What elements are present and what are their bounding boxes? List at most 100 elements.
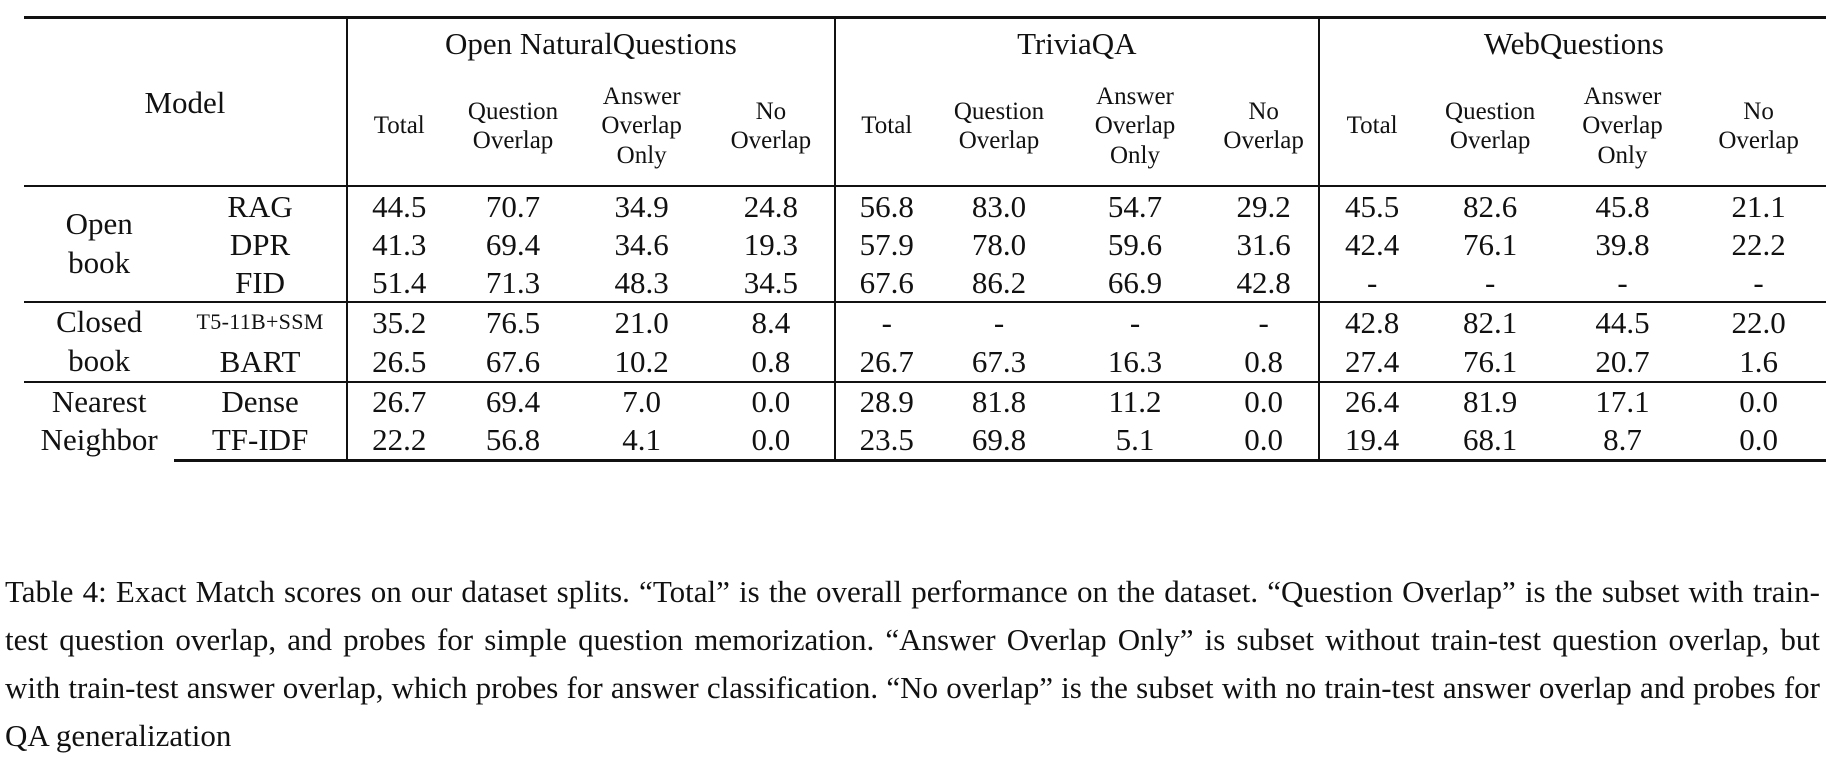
score-cell: 70.7 xyxy=(450,185,576,225)
score-cell: 26.7 xyxy=(833,341,938,382)
dataset-header-triviaqa: TriviaQA xyxy=(833,16,1319,67)
score-cell: 5.1 xyxy=(1060,420,1210,462)
subheader-line: Question xyxy=(1445,97,1536,125)
score-cell: 42.4 xyxy=(1317,225,1425,263)
subheader-line: Question xyxy=(953,97,1045,125)
subheader-line: Overlap xyxy=(730,127,812,154)
subheader-line: Only xyxy=(1110,141,1160,169)
subheader-no-overlap: No Overlap xyxy=(1689,67,1826,186)
score-cell: 19.3 xyxy=(743,226,798,262)
score-cell: 82.6 xyxy=(1424,185,1556,225)
score-cell: - xyxy=(1060,301,1210,342)
score-cell: 68.1 xyxy=(1424,420,1556,462)
score-cell: 41.3 xyxy=(345,225,451,263)
dataset-header-webquestions: WebQuestions xyxy=(1317,16,1826,67)
score-cell: 78.0 xyxy=(971,226,1027,262)
dataset-header-nq: Open NaturalQuestions xyxy=(345,16,835,67)
score-cell: 0.0 xyxy=(707,420,835,462)
category-label: Neighbor xyxy=(40,422,158,458)
score-cell: 54.7 xyxy=(1060,185,1210,225)
score-cell: 82.1 xyxy=(1424,301,1556,342)
score-cell: 51.4 xyxy=(345,263,451,302)
score-cell: 17.1 xyxy=(1555,380,1690,421)
score-cell: 44.5 xyxy=(345,185,451,225)
score-cell: 83.0 xyxy=(937,185,1061,225)
score-cell: 21.0 xyxy=(575,301,708,342)
category-label: Open xyxy=(65,206,133,242)
score-cell: 27.4 xyxy=(1317,341,1425,382)
subheader-line: Answer xyxy=(1096,82,1174,110)
subheader-line: Total xyxy=(861,112,913,140)
table-row: TF-IDF 22.2 56.8 4.1 0.0 23.5 69.8 5.1 0.0 19.4 68… xyxy=(24,420,1826,462)
score-cell: 0.8 xyxy=(751,343,791,379)
score-cell: 44.5 xyxy=(1555,301,1690,342)
score-cell: - xyxy=(1209,301,1319,342)
score-cell: 0.0 xyxy=(1209,420,1319,462)
model-name-cell: TF-IDF xyxy=(174,420,347,462)
score-cell: - xyxy=(937,301,1061,342)
score-cell: 26.5 xyxy=(345,341,451,382)
score-cell: 57.9 xyxy=(833,225,938,263)
score-cell: 29.2 xyxy=(1209,185,1319,225)
score-cell: 59.6 xyxy=(1107,226,1163,262)
category-cell: Closed book xyxy=(24,301,175,382)
score-cell: 69.8 xyxy=(937,420,1061,462)
score-cell: 42.8 xyxy=(1236,264,1291,300)
score-cell: 16.3 xyxy=(1107,343,1163,379)
score-cell: 22.2 xyxy=(1731,226,1786,262)
subheader-row: Total Question Overlap Answer Overlap Only No O… xyxy=(24,67,1826,186)
score-cell: 76.5 xyxy=(450,301,576,342)
score-cell: 76.1 xyxy=(1463,343,1518,379)
score-cell: 76.1 xyxy=(1463,226,1518,262)
subheader-line: Answer xyxy=(1583,82,1662,110)
score-cell: 31.6 xyxy=(1236,226,1291,262)
score-cell: 4.1 xyxy=(575,420,708,462)
subheader-total: Total xyxy=(345,67,451,186)
score-cell: 56.8 xyxy=(450,420,576,462)
table-row: Open book RAG 44.5 70.7 34.9 24.8 56.8 83.0 54.7 2… xyxy=(24,185,1826,302)
subheader-question-overlap: Question Overlap xyxy=(1425,67,1556,186)
score-cell: - xyxy=(833,301,938,342)
score-cell: - xyxy=(1617,264,1628,300)
score-cell: 23.5 xyxy=(833,420,938,462)
table-row: FID 51.4 71.3 48.3 34.5 67.6 86.2 66.9 42.8- - - - xyxy=(24,263,1826,302)
category-label: book xyxy=(68,245,131,280)
score-cell: 45.8 xyxy=(1555,185,1690,225)
score-cell: 71.3 xyxy=(485,264,541,300)
score-cell: - xyxy=(1753,264,1764,300)
score-cell: 81.9 xyxy=(1424,380,1556,421)
table-row: Nearest Neighbor Dense 26.7 69.4 7.0 0.0 28.9 81… xyxy=(24,380,1826,460)
model-name-cell: BART xyxy=(219,343,301,379)
model-name-cell: T5-11B+SSM xyxy=(174,301,347,342)
score-cell: 67.6 xyxy=(833,263,938,302)
score-cell: 20.7 xyxy=(1595,343,1650,379)
score-cell: 0.8 xyxy=(1244,343,1284,379)
subheader-line: No xyxy=(755,97,787,125)
table-caption: Table 4: Exact Match scores on our datas… xyxy=(5,574,1820,753)
category-cell: Open book xyxy=(24,185,175,302)
subheader-line: No xyxy=(1743,97,1774,125)
score-cell: 42.8 xyxy=(1317,301,1425,342)
subheader-line: Total xyxy=(1346,112,1398,140)
model-name-cell: DPR xyxy=(229,226,291,262)
score-cell: 48.3 xyxy=(614,264,669,300)
score-cell: 67.3 xyxy=(971,343,1027,379)
subheader-line: Overlap xyxy=(1094,112,1176,140)
score-cell: 69.4 xyxy=(485,226,541,262)
score-cell: 0.0 xyxy=(1209,380,1319,421)
score-cell: 1.6 xyxy=(1739,343,1778,379)
score-cell: 11.2 xyxy=(1060,380,1210,421)
model-name-cell: RAG xyxy=(174,185,347,225)
score-cell: - xyxy=(1485,264,1496,300)
subheader-answer-overlap-only: Answer Overlap Only xyxy=(1556,67,1689,186)
subheader-line: Overlap xyxy=(958,127,1040,154)
subheader-answer-overlap-only: Answer Overlap Only xyxy=(1060,67,1209,186)
score-cell: 0.0 xyxy=(1689,420,1826,462)
score-cell: 86.2 xyxy=(971,264,1027,300)
subheader-line: No xyxy=(1248,97,1279,125)
score-cell: 22.2 xyxy=(345,420,451,462)
subheader-total: Total xyxy=(833,67,938,186)
dataset-header-row: Model Open NaturalQuestions TriviaQA Web… xyxy=(24,16,1826,186)
score-cell: 22.0 xyxy=(1689,301,1826,342)
